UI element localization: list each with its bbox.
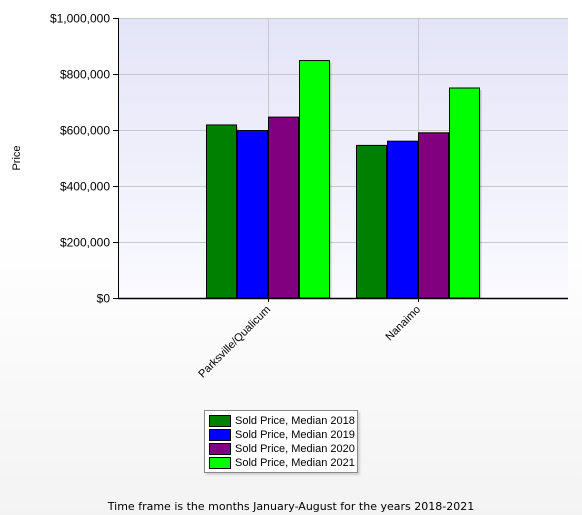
legend-label: Sold Price, Median 2019	[235, 429, 355, 441]
x-tick-label: Parksville/Qualicum	[196, 304, 273, 381]
bar	[237, 130, 268, 299]
axes	[113, 18, 568, 302]
bar	[387, 140, 418, 299]
bar	[449, 87, 480, 299]
bar	[418, 132, 449, 299]
x-tick-label: Nanaimo	[384, 304, 424, 344]
y-tick-label: $400,000	[60, 180, 110, 194]
y-tick-label: $800,000	[60, 68, 110, 82]
legend-item: Sold Price, Median 2018	[209, 414, 355, 428]
y-tick-label: $1,000,000	[50, 12, 110, 26]
y-tick-label: $0	[97, 292, 111, 306]
legend-item: Sold Price, Median 2020	[209, 442, 355, 456]
y-axis-title: Price	[11, 145, 23, 170]
bar-chart: $0 $200,000 $400,000 $600,000 $800,000 $1,000…	[11, 12, 568, 381]
legend-label: Sold Price, Median 2020	[235, 443, 355, 455]
bar	[206, 124, 237, 299]
legend-item: Sold Price, Median 2019	[209, 428, 355, 442]
legend-swatch	[209, 429, 231, 441]
bar	[356, 144, 387, 299]
x-tick-labels: Parksville/Qualicum Nanaimo	[196, 304, 423, 381]
legend-swatch	[209, 415, 231, 427]
plot-area	[118, 18, 568, 298]
legend-swatch	[209, 443, 231, 455]
legend-label: Sold Price, Median 2018	[235, 415, 355, 427]
legend: Sold Price, Median 2018 Sold Price, Media…	[204, 410, 358, 473]
legend-swatch	[209, 457, 231, 469]
y-tick-label: $600,000	[60, 124, 110, 138]
legend-label: Sold Price, Median 2021	[235, 457, 355, 469]
y-tick-label: $200,000	[60, 236, 110, 250]
caption: Time frame is the months January-August …	[107, 500, 475, 513]
bar	[268, 116, 299, 299]
bar	[299, 60, 330, 299]
legend-item: Sold Price, Median 2021	[209, 456, 355, 470]
bars	[206, 60, 482, 299]
y-tick-labels: $0 $200,000 $400,000 $600,000 $800,000 $1,000…	[50, 12, 110, 306]
